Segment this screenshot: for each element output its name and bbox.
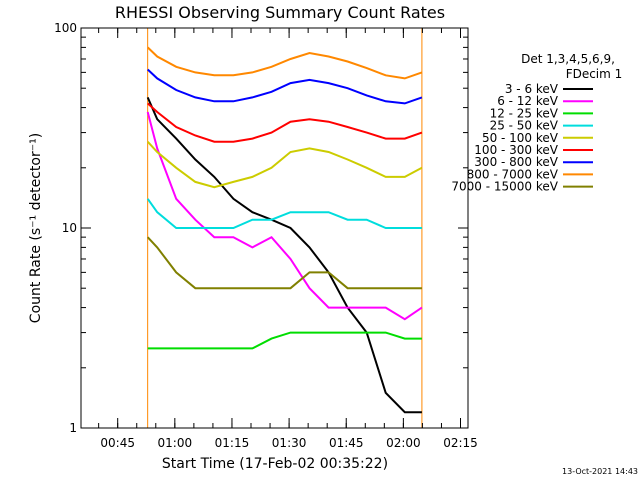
legend-label: 50 - 100 keV (482, 131, 559, 145)
chart-title: RHESSI Observing Summary Count Rates (115, 3, 445, 22)
legend-label: 12 - 25 keV (490, 106, 559, 120)
series-line-6 (147, 68, 423, 105)
legend-label: 100 - 300 keV (474, 143, 558, 157)
x-tick-label: 00:45 (100, 436, 135, 450)
legend-label: 7000 - 15000 keV (451, 180, 558, 194)
legend-header-line2: FDecim 1 (566, 67, 623, 81)
x-tick-label: 01:30 (272, 436, 307, 450)
legend-header-line1: Det 1,3,4,5,6,9, (521, 52, 615, 66)
series-line-5 (147, 102, 423, 143)
legend-label: 25 - 50 keV (490, 119, 559, 133)
x-tick-label: 01:00 (158, 436, 193, 450)
legend-label: 3 - 6 keV (505, 82, 559, 96)
series-line-7 (147, 46, 423, 80)
x-tick-label: 02:00 (386, 436, 421, 450)
footer-date: 13-Oct-2021 14:43 (562, 467, 638, 476)
x-tick-label: 01:45 (329, 436, 364, 450)
series-line-1 (146, 111, 423, 321)
y-tick-label: 10 (62, 221, 77, 235)
y-axis-label: Count Rate (s⁻¹ detector⁻¹) (28, 133, 44, 323)
series-line-8 (146, 236, 422, 290)
legend-label: 6 - 12 keV (497, 94, 559, 108)
y-tick-label: 100 (54, 21, 77, 35)
series-line-3 (146, 198, 422, 229)
x-tick-label: 01:15 (215, 436, 250, 450)
series-line-0 (146, 97, 422, 414)
series-line-2 (147, 331, 422, 350)
series-line-4 (146, 141, 423, 189)
y-tick-label: 1 (69, 421, 77, 435)
x-axis-label: Start Time (17-Feb-02 00:35:22) (162, 456, 388, 472)
legend-label: 300 - 800 keV (474, 155, 558, 169)
x-tick-label: 02:15 (443, 436, 478, 450)
legend-label: 800 - 7000 keV (467, 167, 559, 181)
